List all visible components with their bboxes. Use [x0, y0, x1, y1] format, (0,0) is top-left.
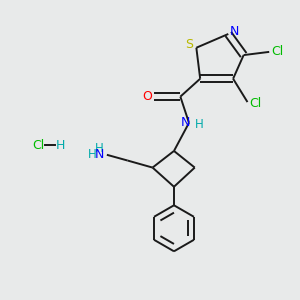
Text: N: N: [230, 25, 239, 38]
Text: O: O: [142, 90, 152, 103]
Text: Cl: Cl: [32, 139, 44, 152]
Text: Cl: Cl: [250, 97, 262, 110]
Text: H: H: [56, 139, 65, 152]
Text: Cl: Cl: [272, 45, 284, 58]
Text: S: S: [185, 38, 193, 51]
Text: H: H: [195, 118, 204, 131]
Text: H: H: [88, 148, 97, 161]
Text: N: N: [95, 148, 104, 161]
Text: N: N: [181, 116, 190, 129]
Text: H: H: [94, 142, 103, 155]
